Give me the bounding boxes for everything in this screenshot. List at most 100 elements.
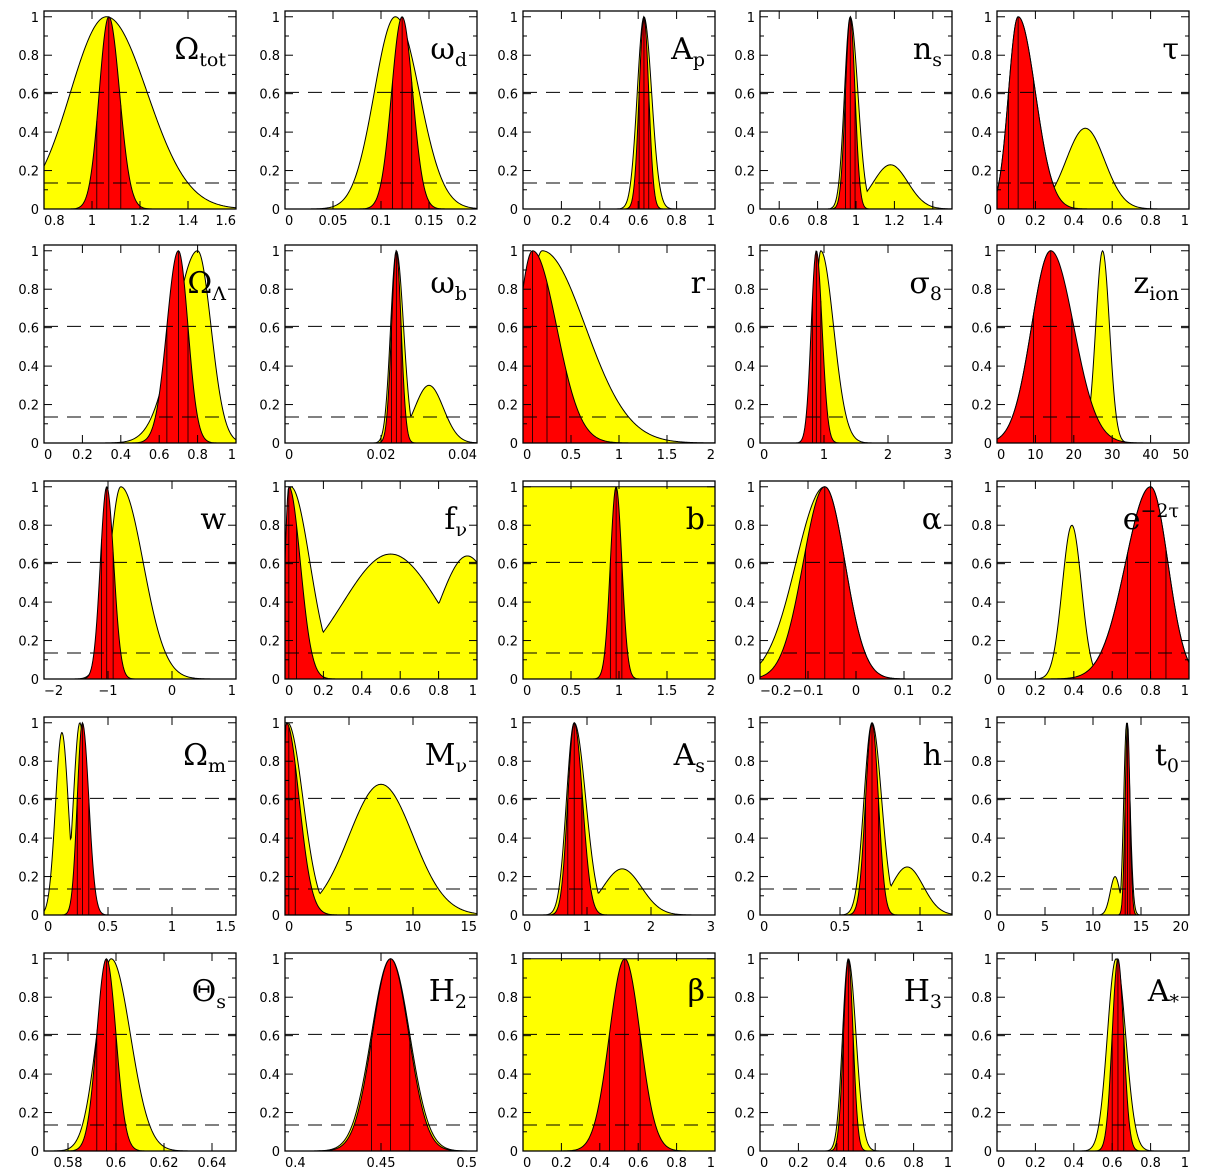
- x-tick-label: 0: [852, 684, 860, 699]
- x-tick-label: 0.4: [1063, 1156, 1084, 1171]
- x-tick-label: 0.2: [456, 214, 477, 229]
- panel-frame: [759, 716, 953, 916]
- parameter-subscript: ion: [1149, 283, 1179, 305]
- x-tick-label: 0.1: [894, 684, 915, 699]
- panel-19-curves: [997, 722, 1189, 915]
- x-tick-label: 1: [707, 1156, 715, 1171]
- parameter-symbol: w: [200, 502, 226, 537]
- x-tick-label: 0.04: [448, 448, 477, 463]
- x-tick-label: 0: [997, 448, 1005, 463]
- x-tick-label: 1.5: [657, 448, 678, 463]
- parameter-symbol: Θ: [192, 974, 217, 1009]
- y-tick-label: 0: [272, 203, 280, 218]
- parameter-subscript: s: [695, 755, 705, 777]
- y-tick-label: 0.6: [259, 88, 280, 103]
- parameter-symbol: σ: [909, 266, 929, 301]
- x-tick-label: 20: [1066, 448, 1083, 463]
- x-tick-label: 1: [852, 214, 860, 229]
- x-tick-label: 0.5: [98, 920, 119, 935]
- y-tick-label: 0.2: [734, 635, 755, 650]
- x-tick-label: 0.4: [1063, 214, 1084, 229]
- y-tick-label: 0.4: [497, 1068, 518, 1083]
- parameter-symbol: Ω: [174, 32, 199, 67]
- y-tick-label: 0: [31, 673, 39, 688]
- panel-13: 0 0.2 0.4 0.6 0.8 1 −0.2 −0.1 0 0.1 0.2 α: [734, 480, 953, 699]
- x-tick-label: 0.2: [1025, 684, 1046, 699]
- panel-4: 0 0.2 0.4 0.6 0.8 1 0 0.2 0.4 0.6 0.8 1 τ: [971, 10, 1190, 229]
- y-tick-label: 0.6: [734, 1030, 755, 1045]
- parameter-symbol: α: [922, 502, 942, 537]
- y-tick-label: 0.6: [971, 88, 992, 103]
- y-tick-label: 0: [510, 673, 518, 688]
- parameter-label: r: [691, 266, 706, 301]
- y-tick-label: 0.6: [18, 1030, 39, 1045]
- y-tick-label: 0: [272, 437, 280, 452]
- x-tick-label: 0: [523, 214, 531, 229]
- panel-14: 0 0.2 0.4 0.6 0.8 1 0 0.2 0.4 0.6 0.8 1 e−2τ: [971, 480, 1190, 699]
- x-tick-label: 0.8: [187, 448, 208, 463]
- parameter-label: Θs: [192, 974, 226, 1013]
- panel-6: 0 0.2 0.4 0.6 0.8 1 0 0.02 0.04 ωb: [259, 244, 478, 463]
- y-tick-label: 0.4: [734, 596, 755, 611]
- x-tick-label: −0.2: [760, 684, 792, 699]
- y-tick-label: 0: [31, 203, 39, 218]
- parameter-symbol: A: [1147, 974, 1170, 1009]
- y-tick-label: 0.4: [734, 126, 755, 141]
- y-tick-label: 0.6: [734, 558, 755, 573]
- y-tick-label: 0.2: [971, 635, 992, 650]
- narrow-posterior: [760, 15, 952, 209]
- x-tick-label: 10: [1027, 448, 1044, 463]
- parameter-label: fν: [444, 502, 467, 541]
- x-tick-label: 1: [916, 920, 924, 935]
- y-tick-label: 0.6: [259, 1030, 280, 1045]
- y-tick-label: 1: [272, 717, 280, 732]
- x-tick-label: 0.4: [589, 214, 610, 229]
- parameter-label: b: [686, 502, 705, 537]
- narrow-posterior: [760, 721, 952, 915]
- y-tick-label: 0: [984, 1145, 992, 1160]
- y-tick-label: 0.4: [971, 360, 992, 375]
- panel-18: 0 0.2 0.4 0.6 0.8 1 0 0.5 1 h: [734, 716, 953, 935]
- panel-13-curves: [760, 486, 952, 679]
- y-tick-label: 0: [747, 437, 755, 452]
- y-tick-label: 0.6: [259, 558, 280, 573]
- x-tick-label: 0.02: [367, 448, 396, 463]
- x-tick-label: 1: [707, 214, 715, 229]
- y-tick-label: 0.2: [734, 399, 755, 414]
- y-tick-label: 0: [747, 909, 755, 924]
- x-tick-label: 0.2: [551, 1156, 572, 1171]
- parameter-label: A*: [1147, 974, 1180, 1013]
- x-tick-label: 0: [997, 1156, 1005, 1171]
- y-tick-label: 1: [984, 11, 992, 26]
- x-tick-label: 0.4: [110, 448, 131, 463]
- x-tick-label: 2: [707, 684, 715, 699]
- panel-5-curves: [44, 250, 236, 443]
- y-tick-label: 0.6: [734, 794, 755, 809]
- y-tick-label: 0.8: [734, 283, 755, 298]
- x-tick-label: 0.64: [198, 1156, 227, 1171]
- parameter-label: ωd: [430, 32, 467, 71]
- x-tick-label: 0.4: [826, 1156, 847, 1171]
- panel-frame: [759, 244, 953, 444]
- parameter-label: σ8: [909, 266, 942, 305]
- x-tick-label: 1: [1181, 214, 1189, 229]
- x-tick-label: −1: [98, 684, 117, 699]
- parameter-symbol: r: [691, 266, 706, 301]
- y-tick-label: 0.6: [18, 88, 39, 103]
- x-tick-label: 0.6: [149, 448, 170, 463]
- y-tick-label: 1: [510, 245, 518, 260]
- y-tick-label: 0.8: [971, 283, 992, 298]
- y-tick-label: 0.4: [259, 126, 280, 141]
- x-tick-label: 0.5: [561, 684, 582, 699]
- y-tick-label: 0.6: [18, 322, 39, 337]
- panel-18-curves: [760, 721, 952, 915]
- parameter-label: e−2τ: [1123, 500, 1179, 537]
- y-tick-label: 0: [984, 203, 992, 218]
- x-tick-label: 0.6: [628, 1156, 649, 1171]
- y-tick-label: 0.8: [734, 991, 755, 1006]
- x-tick-label: 2: [647, 920, 655, 935]
- x-tick-label: 0: [997, 214, 1005, 229]
- y-tick-label: 0.2: [259, 165, 280, 180]
- x-tick-label: 0.4: [589, 1156, 610, 1171]
- y-tick-label: 0.6: [18, 558, 39, 573]
